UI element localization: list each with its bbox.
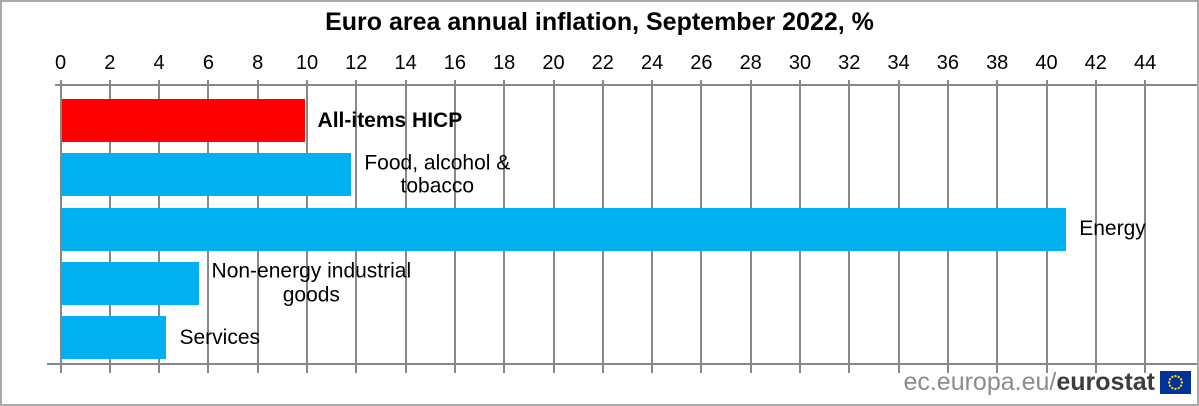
bar-label-food-alcohol-tobacco: Food, alcohol & tobacco (364, 151, 511, 198)
x-axis-tick-label: 18 (493, 52, 516, 74)
x-axis-tick-label: 32 (838, 52, 861, 74)
axis-tick (503, 364, 506, 373)
axis-line-bottom (47, 363, 1197, 365)
axis-tick (799, 364, 801, 373)
axis-tick (1045, 364, 1048, 373)
bar-label-services: Services (179, 325, 261, 349)
x-axis-tick-label: 24 (640, 52, 664, 74)
bar-all-items-hicp (61, 99, 305, 142)
footer-url-brand: eurostat (1056, 368, 1155, 396)
axis-tick (848, 364, 851, 373)
x-axis-tick-label: 44 (1133, 52, 1157, 74)
axis-tick (552, 364, 555, 373)
x-axis-tick-label: 20 (542, 52, 565, 74)
x-axis-tick-label: 8 (252, 52, 264, 74)
gridline (1144, 80, 1147, 364)
x-axis-tick-label: 6 (202, 52, 214, 74)
axis-tick (1094, 364, 1097, 373)
bar-services (61, 316, 167, 360)
axis-tick (256, 364, 259, 373)
bar-food-alcohol-tobacco (61, 153, 352, 197)
chart-title: Euro area annual inflation, September 20… (325, 8, 874, 36)
axis-tick (1144, 364, 1147, 373)
bar-label-energy: Energy (1079, 217, 1146, 241)
axis-tick (355, 364, 358, 373)
bar-non-energy-industrial-goods (61, 261, 199, 305)
axis-tick (108, 364, 111, 373)
axis-tick (700, 364, 703, 373)
bar-label-all-items-hicp: All-items HICP (317, 108, 463, 132)
x-axis-tick-label: 2 (104, 52, 116, 74)
axis-tick (404, 364, 407, 373)
gridline (59, 80, 62, 364)
axis-tick (897, 364, 900, 373)
axis-tick (601, 364, 604, 373)
x-axis-tick-label: 4 (153, 52, 165, 74)
axis-line-top (55, 84, 1197, 86)
x-axis-tick-label: 0 (54, 52, 67, 74)
x-axis-tick-label: 26 (690, 52, 713, 74)
x-axis-tick-label: 36 (936, 52, 960, 74)
axis-tick (651, 364, 654, 373)
footer-url-prefix: ec.europa.eu/ (903, 368, 1057, 396)
axis-tick (59, 364, 62, 373)
axis-tick (207, 364, 210, 373)
axis-tick (306, 364, 308, 373)
x-axis-tick-label: 16 (443, 52, 467, 74)
x-axis-tick-label: 34 (887, 52, 910, 74)
axis-tick (158, 364, 161, 373)
x-axis-tick-label: 10 (295, 52, 319, 74)
x-axis-tick-label: 38 (986, 52, 1009, 74)
x-axis-tick-label: 22 (591, 52, 614, 74)
x-axis-tick-label: 28 (739, 52, 762, 74)
x-axis-tick-label: 12 (345, 52, 368, 74)
axis-tick (453, 364, 456, 373)
footer: ec.europa.eu/eurostat (903, 368, 1191, 397)
axis-tick (996, 364, 999, 373)
x-axis-tick-label: 30 (788, 52, 812, 74)
axis-tick (946, 364, 949, 373)
x-axis-tick-label: 40 (1035, 52, 1058, 74)
eu-flag-icon (1160, 371, 1191, 394)
x-axis-tick-label: 14 (394, 52, 417, 74)
gridline (1094, 80, 1097, 364)
x-axis-tick-label: 42 (1084, 52, 1107, 74)
axis-tick (749, 364, 752, 373)
bar-energy (61, 207, 1067, 251)
bar-label-non-energy-industrial-goods: Non-energy industrial goods (211, 259, 412, 307)
